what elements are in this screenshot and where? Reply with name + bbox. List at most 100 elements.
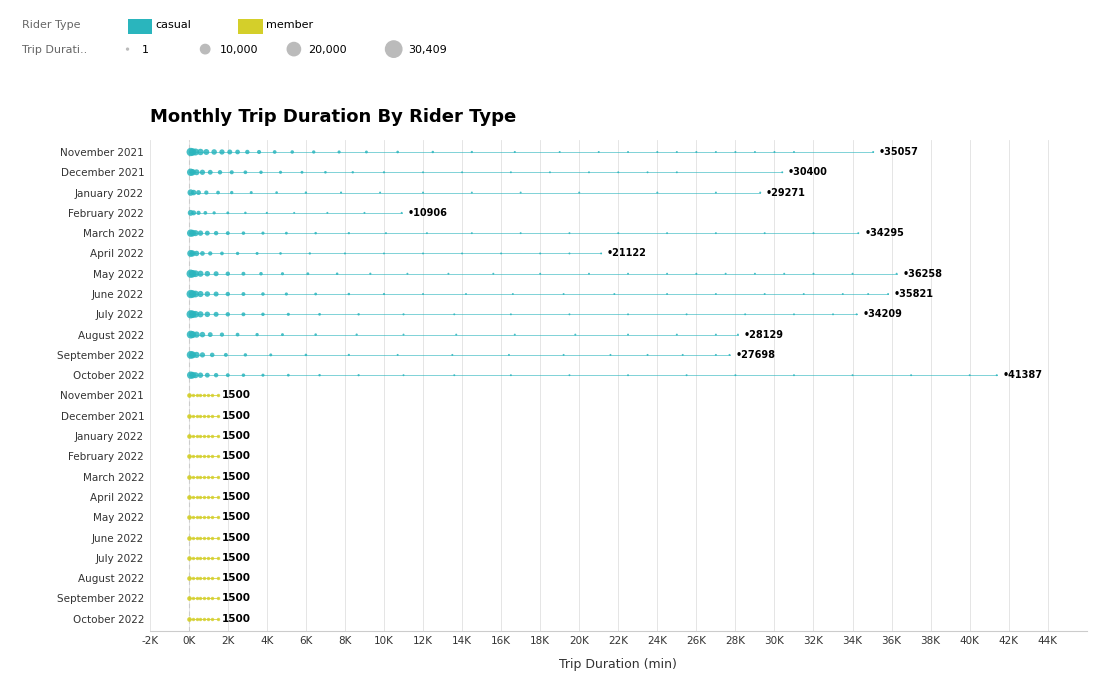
Point bbox=[340, 228, 358, 239]
Point bbox=[236, 207, 254, 218]
Point bbox=[187, 390, 205, 401]
Point bbox=[601, 349, 619, 360]
Point bbox=[773, 167, 791, 178]
Point bbox=[485, 268, 502, 279]
Point bbox=[203, 492, 221, 503]
Point bbox=[223, 167, 241, 178]
Point bbox=[187, 512, 205, 522]
Point bbox=[182, 349, 200, 360]
Point bbox=[424, 147, 441, 158]
Point bbox=[775, 268, 793, 279]
Text: •28129: •28129 bbox=[744, 329, 784, 340]
Point bbox=[395, 370, 413, 381]
Point bbox=[560, 309, 578, 320]
Point bbox=[457, 288, 475, 299]
Point bbox=[192, 370, 210, 381]
Text: Rider Type: Rider Type bbox=[22, 20, 81, 30]
Point bbox=[210, 430, 227, 441]
Point bbox=[182, 309, 200, 320]
Point bbox=[205, 207, 223, 218]
Point bbox=[202, 329, 220, 340]
Point bbox=[293, 167, 311, 178]
Point bbox=[180, 593, 197, 604]
Text: •34295: •34295 bbox=[864, 228, 904, 238]
Point bbox=[184, 552, 202, 563]
Point bbox=[570, 187, 588, 198]
Point bbox=[192, 492, 210, 503]
Point bbox=[180, 512, 197, 522]
Point bbox=[192, 390, 210, 401]
Point bbox=[560, 228, 578, 239]
Text: 1500: 1500 bbox=[222, 533, 251, 542]
Point bbox=[192, 593, 210, 604]
Point bbox=[184, 147, 202, 158]
Point bbox=[580, 167, 598, 178]
Point bbox=[235, 288, 253, 299]
Point bbox=[554, 349, 572, 360]
Point bbox=[192, 613, 210, 624]
Point bbox=[805, 228, 823, 239]
Point bbox=[228, 147, 246, 158]
Point bbox=[199, 288, 216, 299]
Point bbox=[988, 370, 1006, 381]
Point bbox=[531, 248, 549, 259]
Point bbox=[502, 370, 520, 381]
Point bbox=[187, 451, 205, 462]
Point bbox=[192, 512, 210, 522]
Point bbox=[218, 309, 236, 320]
Point bbox=[200, 532, 217, 543]
Point bbox=[199, 268, 216, 279]
Point bbox=[454, 248, 471, 259]
Point bbox=[180, 430, 197, 441]
Point bbox=[182, 207, 200, 218]
Point bbox=[187, 471, 205, 482]
Point bbox=[503, 288, 521, 299]
Circle shape bbox=[201, 44, 210, 54]
Point bbox=[849, 228, 867, 239]
Point bbox=[192, 552, 210, 563]
Point bbox=[462, 187, 480, 198]
Point bbox=[267, 187, 285, 198]
Point bbox=[389, 147, 407, 158]
Point bbox=[336, 248, 354, 259]
Point bbox=[207, 370, 225, 381]
Point bbox=[202, 248, 220, 259]
Point bbox=[708, 288, 725, 299]
Point bbox=[210, 451, 227, 462]
Point bbox=[844, 268, 862, 279]
Point bbox=[186, 147, 204, 158]
Point bbox=[182, 248, 200, 259]
Point bbox=[195, 430, 213, 441]
Point bbox=[180, 492, 197, 503]
Point bbox=[580, 268, 598, 279]
Point bbox=[213, 147, 231, 158]
Point bbox=[203, 593, 221, 604]
Point bbox=[277, 288, 295, 299]
Point bbox=[454, 167, 471, 178]
Point bbox=[274, 329, 292, 340]
Point bbox=[716, 268, 734, 279]
Point bbox=[362, 268, 379, 279]
Point bbox=[619, 329, 637, 340]
Point bbox=[203, 573, 221, 584]
Point bbox=[609, 228, 627, 239]
Point bbox=[235, 268, 253, 279]
Point bbox=[506, 329, 523, 340]
Point bbox=[210, 492, 227, 503]
Circle shape bbox=[287, 42, 301, 56]
Point bbox=[184, 390, 202, 401]
Point bbox=[184, 492, 202, 503]
Point bbox=[311, 309, 328, 320]
Point bbox=[462, 147, 480, 158]
Text: 1500: 1500 bbox=[222, 391, 251, 400]
Text: •35821: •35821 bbox=[894, 289, 934, 299]
Point bbox=[903, 370, 920, 381]
Point bbox=[864, 147, 882, 158]
Point bbox=[184, 512, 202, 522]
Point bbox=[192, 288, 210, 299]
Text: Monthly Trip Duration By Rider Type: Monthly Trip Duration By Rider Type bbox=[150, 108, 516, 126]
Point bbox=[199, 228, 216, 239]
Point bbox=[192, 532, 210, 543]
Point bbox=[207, 228, 225, 239]
Point bbox=[207, 268, 225, 279]
